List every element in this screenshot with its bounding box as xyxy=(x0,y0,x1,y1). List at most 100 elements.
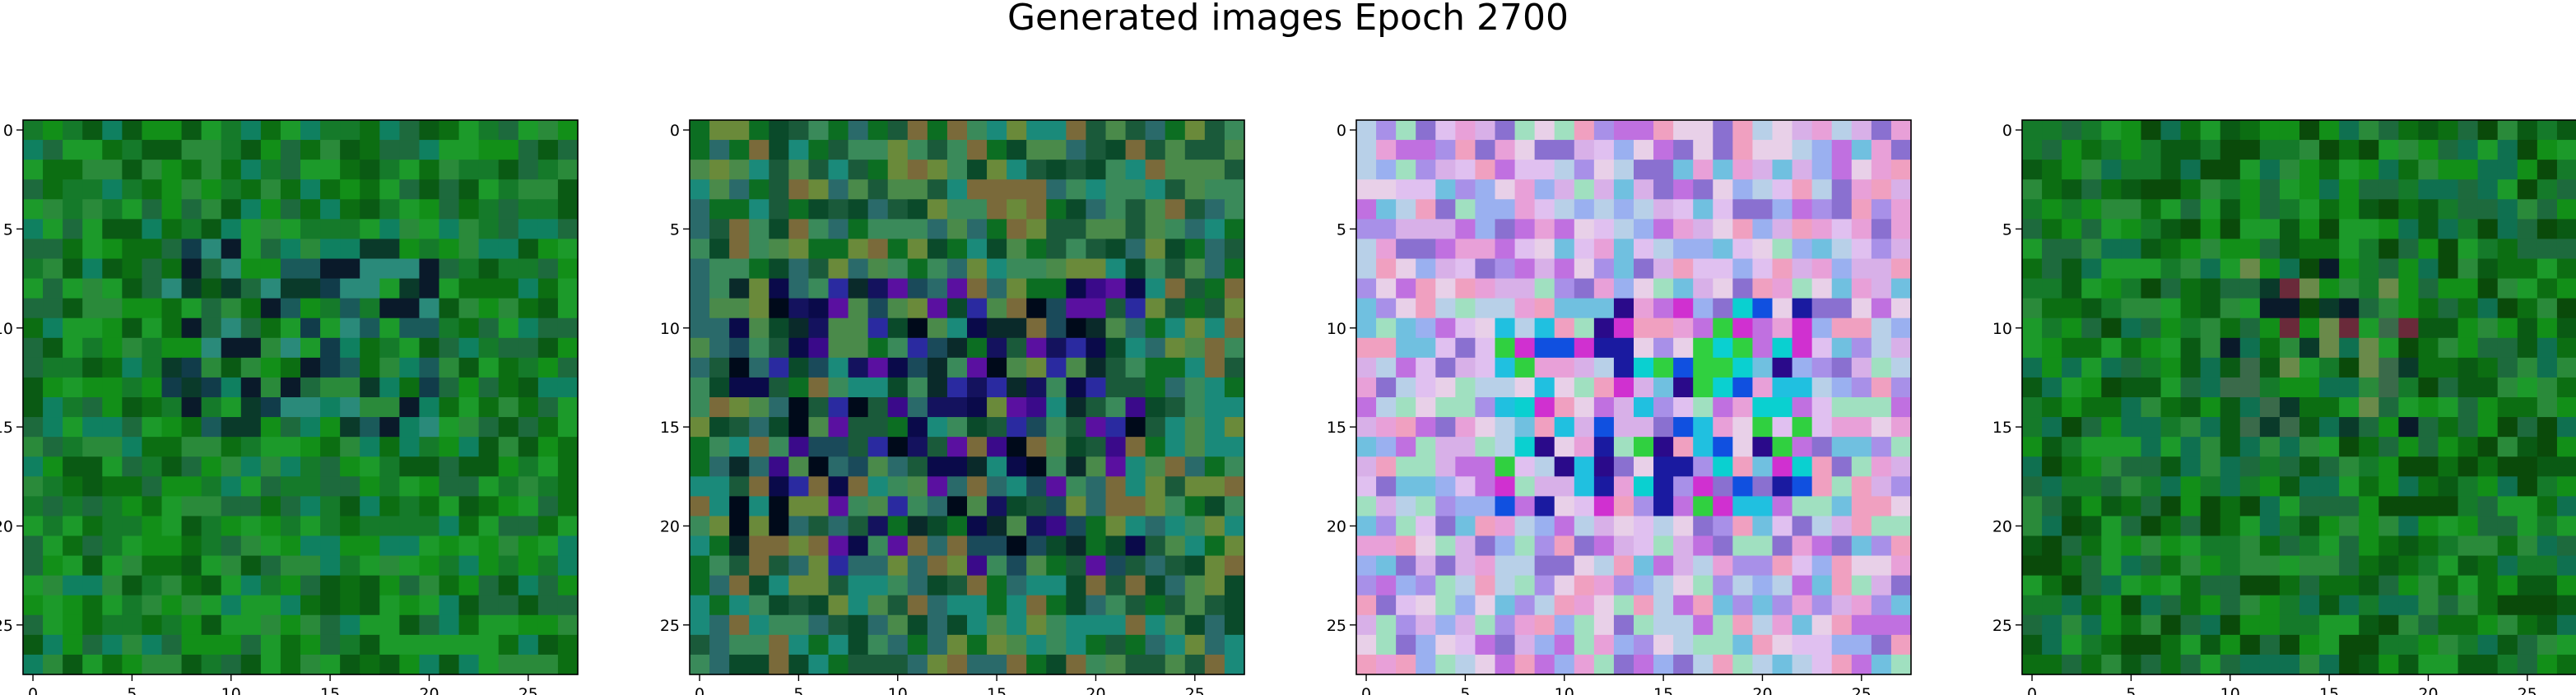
pixel-cell xyxy=(1593,397,1615,418)
pixel-cell xyxy=(907,476,928,497)
pixel-cell xyxy=(1416,278,1436,299)
pixel-cell xyxy=(2438,614,2459,636)
pixel-cell xyxy=(201,437,222,457)
pixel-cell xyxy=(1495,595,1516,616)
pixel-cell xyxy=(557,239,579,260)
pixel-cell xyxy=(2556,496,2576,517)
pixel-cell xyxy=(2200,258,2221,280)
pixel-cell xyxy=(1356,496,1377,517)
pixel-cell xyxy=(240,476,262,497)
pixel-cell xyxy=(1165,120,1186,141)
pixel-cell xyxy=(2081,377,2102,398)
x-tick-label: 0 xyxy=(2027,685,2037,695)
pixel-cell xyxy=(82,258,103,280)
pixel-cell xyxy=(2081,654,2102,675)
pixel-cell xyxy=(379,417,400,438)
pixel-cell xyxy=(1495,317,1516,339)
pixel-cell xyxy=(1634,239,1654,260)
pixel-cell xyxy=(946,654,968,675)
pixel-cell xyxy=(300,654,321,675)
pixel-cell xyxy=(1204,614,1225,636)
pixel-cell xyxy=(1455,654,1476,675)
pixel-cell xyxy=(2556,417,2576,438)
pixel-cell xyxy=(1105,516,1127,537)
pixel-cell xyxy=(1792,337,1813,359)
pixel-cell xyxy=(82,317,103,339)
pixel-cell xyxy=(2062,575,2082,596)
pixel-cell xyxy=(1475,219,1496,240)
pixel-cell xyxy=(1831,397,1853,418)
pixel-cell xyxy=(1613,317,1634,339)
pixel-cell xyxy=(2259,160,2281,180)
pixel-cell xyxy=(2299,634,2320,656)
pixel-cell xyxy=(2497,476,2518,497)
pixel-cell xyxy=(887,516,909,537)
pixel-cell xyxy=(2299,555,2320,577)
pixel-cell xyxy=(1593,199,1615,220)
pixel-cell xyxy=(2339,417,2360,438)
pixel-cell xyxy=(320,120,341,141)
pixel-cell xyxy=(887,377,909,398)
pixel-cell xyxy=(1356,120,1377,141)
pixel-cell xyxy=(2517,417,2538,438)
pixel-cell xyxy=(23,634,44,656)
pixel-cell xyxy=(43,179,63,200)
pixel-cell xyxy=(1554,535,1575,557)
pixel-cell xyxy=(1376,516,1397,537)
pixel-cell xyxy=(518,575,539,596)
pixel-cell xyxy=(2536,634,2558,656)
pixel-cell xyxy=(2418,535,2439,557)
pixel-cell xyxy=(1732,496,1754,517)
pixel-cell xyxy=(2457,239,2479,260)
pixel-cell xyxy=(2418,120,2439,141)
pixel-cell xyxy=(1653,555,1674,577)
pixel-cell xyxy=(2062,496,2082,517)
pixel-cell xyxy=(2319,337,2340,359)
pixel-cell xyxy=(2398,476,2420,497)
pixel-cell xyxy=(2279,456,2300,477)
x-tick-label: 10 xyxy=(888,685,908,695)
y-tick-label: 0 xyxy=(3,122,13,140)
pixel-cell xyxy=(1732,140,1754,160)
pixel-cell xyxy=(2556,555,2576,577)
pixel-cell xyxy=(749,179,770,200)
pixel-cell xyxy=(2457,614,2479,636)
pixel-cell xyxy=(1713,476,1733,497)
pixel-cell xyxy=(848,456,869,477)
pixel-cell xyxy=(2220,614,2241,636)
pixel-cell xyxy=(498,575,519,596)
pixel-cell xyxy=(1634,219,1654,240)
pixel-cell xyxy=(122,258,143,280)
pixel-cell xyxy=(729,575,750,596)
pixel-cell xyxy=(2121,595,2142,616)
pixel-cell xyxy=(709,634,730,656)
pixel-cell xyxy=(2259,575,2281,596)
pixel-cell xyxy=(769,179,789,200)
pixel-cell xyxy=(2220,555,2241,577)
pixel-cell xyxy=(1593,595,1615,616)
pixel-cell xyxy=(1890,417,1912,438)
pixel-cell xyxy=(1184,317,1206,339)
pixel-cell xyxy=(2536,278,2558,299)
pixel-cell xyxy=(23,397,44,418)
pixel-cell xyxy=(1554,120,1575,141)
pixel-cell xyxy=(1732,417,1754,438)
pixel-cell xyxy=(399,417,421,438)
pixel-cell xyxy=(907,654,928,675)
pixel-cell xyxy=(808,595,830,616)
pixel-cell xyxy=(2200,278,2221,299)
pixel-cell xyxy=(1007,437,1027,457)
pixel-cell xyxy=(122,456,143,477)
pixel-cell xyxy=(2319,634,2340,656)
pixel-cell xyxy=(1376,476,1397,497)
pixel-cell xyxy=(2418,357,2439,378)
pixel-cell xyxy=(1495,357,1516,378)
pixel-cell xyxy=(1752,377,1774,398)
pixel-cell xyxy=(2457,317,2479,339)
pixel-cell xyxy=(808,140,830,160)
pixel-cell xyxy=(1831,595,1853,616)
pixel-cell xyxy=(867,179,889,200)
pixel-cell xyxy=(43,337,63,359)
pixel-cell xyxy=(1046,160,1067,180)
pixel-cell xyxy=(122,476,143,497)
